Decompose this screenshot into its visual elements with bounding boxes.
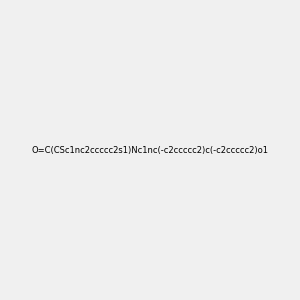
Text: O=C(CSc1nc2ccccc2s1)Nc1nc(-c2ccccc2)c(-c2ccccc2)o1: O=C(CSc1nc2ccccc2s1)Nc1nc(-c2ccccc2)c(-c… [32, 146, 268, 154]
